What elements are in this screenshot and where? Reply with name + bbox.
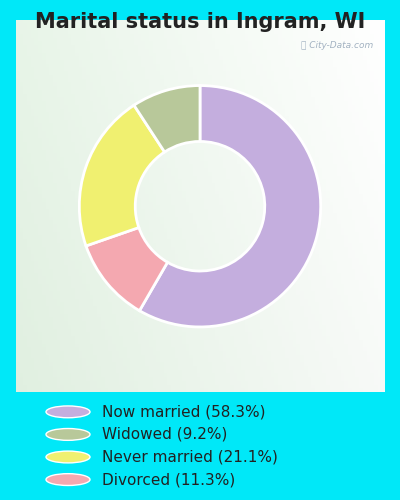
Circle shape bbox=[46, 428, 90, 440]
Text: Never married (21.1%): Never married (21.1%) bbox=[102, 450, 278, 464]
Text: Now married (58.3%): Now married (58.3%) bbox=[102, 404, 266, 419]
Wedge shape bbox=[140, 86, 321, 327]
Circle shape bbox=[46, 451, 90, 463]
Text: ⓘ City-Data.com: ⓘ City-Data.com bbox=[301, 40, 373, 50]
Circle shape bbox=[46, 406, 90, 418]
Wedge shape bbox=[134, 86, 200, 152]
Text: Marital status in Ingram, WI: Marital status in Ingram, WI bbox=[35, 12, 365, 32]
Text: Widowed (9.2%): Widowed (9.2%) bbox=[102, 427, 227, 442]
Wedge shape bbox=[79, 105, 164, 246]
Circle shape bbox=[46, 474, 90, 486]
Wedge shape bbox=[86, 228, 168, 310]
Text: Divorced (11.3%): Divorced (11.3%) bbox=[102, 472, 235, 487]
